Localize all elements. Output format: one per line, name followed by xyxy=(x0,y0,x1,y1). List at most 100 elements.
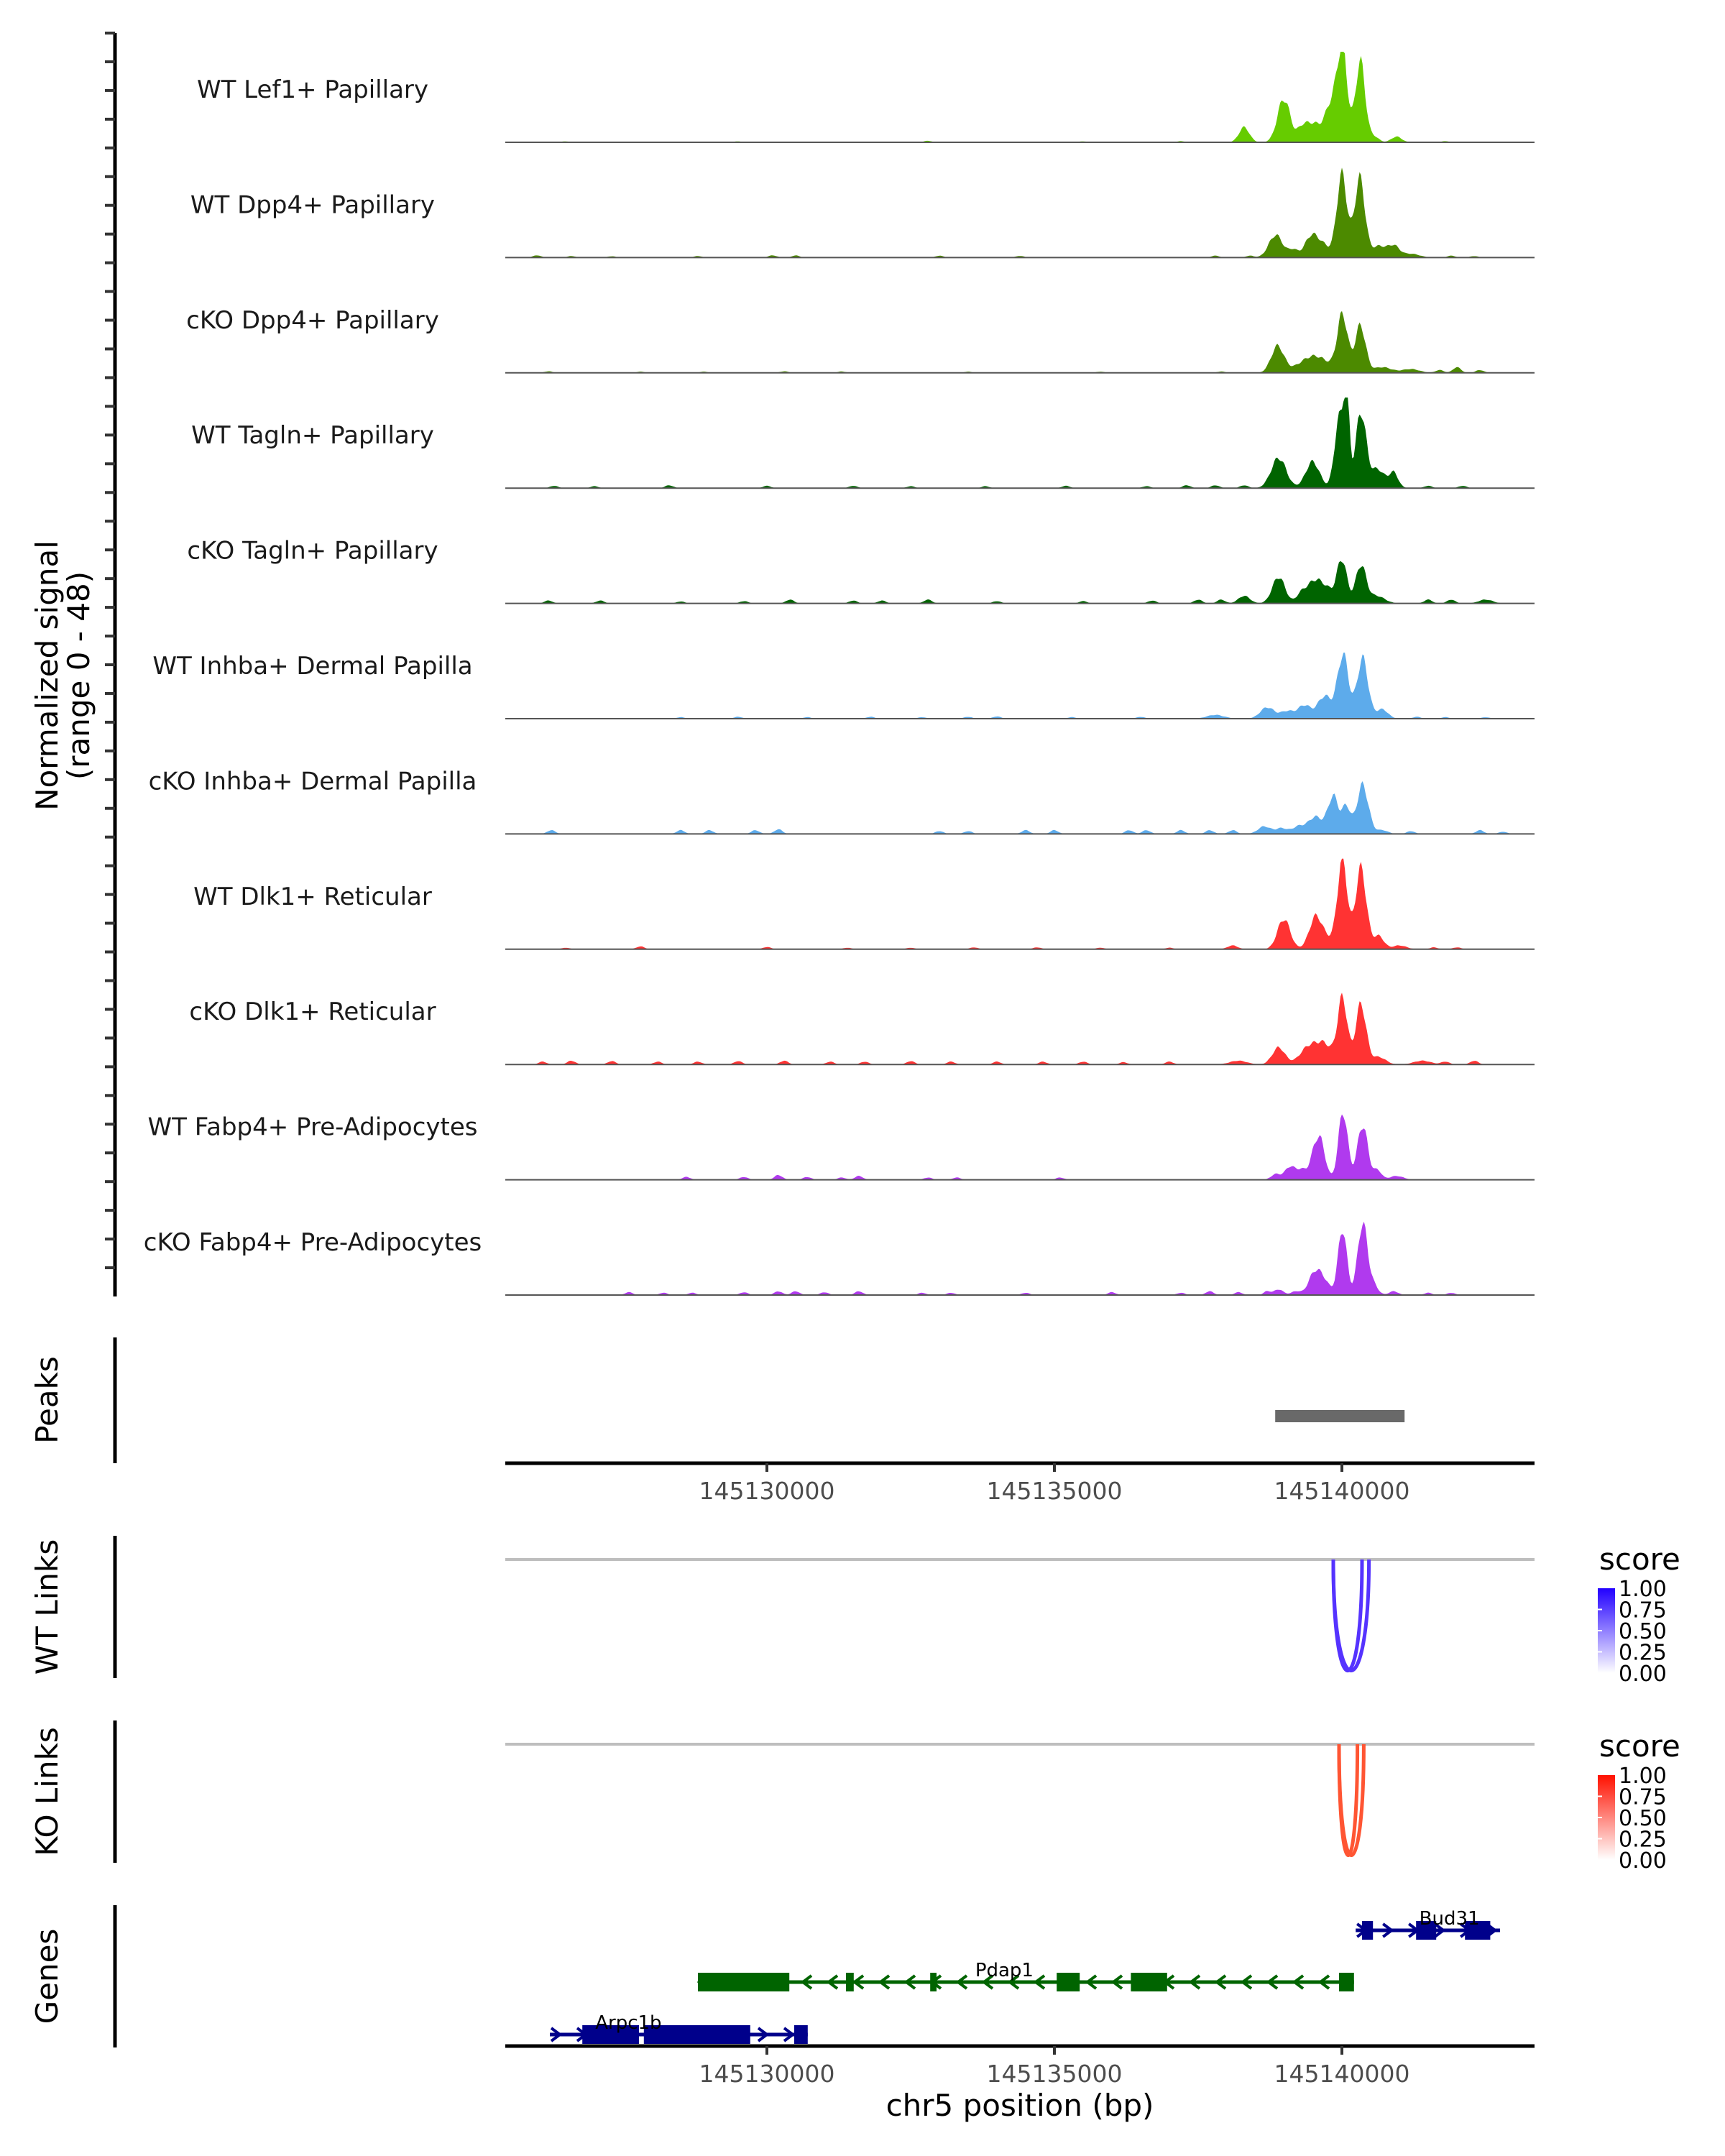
legend-title: score xyxy=(1599,1728,1680,1764)
coverage-area xyxy=(505,858,1535,949)
coverage-track: WT Tagln+ Papillary xyxy=(191,397,1535,489)
gene: Arpc1b xyxy=(550,2012,808,2044)
track-label: WT Lef1+ Papillary xyxy=(197,75,428,104)
strand-arrow-left-icon xyxy=(878,1974,891,1990)
track-label: cKO Dpp4+ Papillary xyxy=(186,306,439,335)
gene-exon xyxy=(1416,1921,1437,1940)
coverage-track: cKO Fabp4+ Pre-Adipocytes xyxy=(144,1221,1535,1296)
strand-arrow-left-icon xyxy=(903,1974,916,1990)
strand-arrow-left-icon xyxy=(800,1974,813,1990)
link-arc xyxy=(1331,1559,1364,1673)
strand-arrow-left-icon xyxy=(1317,1974,1330,1990)
strand-arrow-left-icon xyxy=(1033,1974,1046,1990)
strand-arrow-left-icon xyxy=(981,1974,994,1990)
peak-region xyxy=(1275,1410,1405,1422)
gene-label: Bud31 xyxy=(1420,1908,1480,1930)
strand-arrow-right-icon xyxy=(1382,1922,1394,1938)
track-label: WT Tagln+ Papillary xyxy=(191,421,434,450)
x-tick-label: 145135000 xyxy=(987,1477,1123,1505)
coverage-area xyxy=(505,992,1535,1065)
coverage-track: WT Fabp4+ Pre-Adipocytes xyxy=(148,1113,1535,1181)
legend-tick-label: 0.75 xyxy=(1619,1785,1667,1810)
peaks-track xyxy=(1275,1410,1405,1422)
ko-links-label-group: KO Links xyxy=(29,1727,65,1856)
strand-arrow-left-icon xyxy=(852,1974,865,1990)
link-arc xyxy=(1331,1559,1371,1673)
y-axis-title: Normalized signal xyxy=(29,540,65,811)
legend-tick-label: 1.00 xyxy=(1619,1764,1667,1789)
strand-arrow-left-icon xyxy=(1085,1974,1098,1990)
ko-links-panel-label: KO Links xyxy=(29,1727,65,1856)
x-tick-label: 145130000 xyxy=(699,1477,835,1505)
x-tick-label: 145135000 xyxy=(987,2060,1123,2088)
gene-label: Pdap1 xyxy=(975,1960,1034,1981)
legend-tick-label: 0.75 xyxy=(1619,1598,1667,1623)
gene-exon xyxy=(1131,1973,1167,1991)
gene-exon xyxy=(846,1973,854,1991)
link-arc xyxy=(1337,1743,1366,1858)
coverage-track: WT Lef1+ Papillary xyxy=(197,52,1535,143)
x-tick-label: 145140000 xyxy=(1274,2060,1410,2088)
gene-exon xyxy=(1465,1921,1491,1940)
strand-arrow-left-icon xyxy=(826,1974,839,1990)
coverage-area xyxy=(505,781,1535,834)
strand-arrow-left-icon xyxy=(1240,1974,1253,1990)
gene: Bud31 xyxy=(1356,1908,1500,1940)
wt-links-track xyxy=(505,1558,1535,1673)
wt-links-label-group: WT Links xyxy=(29,1539,65,1674)
legend-tick-label: 0.25 xyxy=(1619,1641,1667,1666)
coverage-area xyxy=(505,167,1535,258)
strand-arrow-left-icon xyxy=(1292,1974,1305,1990)
strand-arrow-right-icon xyxy=(1434,1922,1446,1938)
gene-exon xyxy=(643,2025,750,2044)
peaks-label-group: Peaks xyxy=(29,1356,65,1444)
track-label: cKO Fabp4+ Pre-Adipocytes xyxy=(144,1228,482,1257)
gene-exon xyxy=(582,2025,639,2044)
legend-tick-label: 0.25 xyxy=(1619,1828,1667,1853)
strand-arrow-right-icon xyxy=(550,2027,563,2042)
x-axis-title: chr5 position (bp) xyxy=(886,2088,1154,2123)
coverage-area xyxy=(505,310,1535,373)
coverage-track: WT Inhba+ Dermal Papilla xyxy=(152,652,1535,719)
gene-exon xyxy=(794,2025,808,2044)
gene-exon xyxy=(1057,1973,1080,1991)
track-label: WT Dpp4+ Papillary xyxy=(190,190,435,219)
gene-exon xyxy=(698,1973,790,1991)
x-axis-ticks-top: 145130000 145135000 145140000 xyxy=(699,1463,1410,1505)
legend-tick-label: 0.00 xyxy=(1619,1848,1667,1874)
coverage-area xyxy=(505,561,1535,604)
coverage-area xyxy=(505,52,1535,142)
coverage-tracks: WT Lef1+ Papillary WT Dpp4+ Papillary cKO … xyxy=(144,52,1535,1296)
legend-tick-label: 0.00 xyxy=(1619,1662,1667,1687)
signal-y-ticks xyxy=(105,32,115,1270)
track-label: cKO Dlk1+ Reticular xyxy=(189,998,436,1026)
x-tick-label: 145140000 xyxy=(1274,1477,1410,1505)
strand-arrow-left-icon xyxy=(1007,1974,1020,1990)
score-legends: score1.000.750.500.250.00score1.000.750.… xyxy=(1598,1542,1680,1874)
gene: Pdap1 xyxy=(696,1960,1354,1991)
legend-tick-label: 0.50 xyxy=(1619,1806,1667,1831)
track-label: WT Fabp4+ Pre-Adipocytes xyxy=(148,1113,478,1142)
gene-exon xyxy=(1339,1973,1354,1991)
genes-label-group: Genes xyxy=(29,1929,65,2024)
wt-links-panel-label: WT Links xyxy=(29,1539,65,1674)
strand-arrow-right-icon xyxy=(783,2027,796,2042)
strand-arrow-left-icon xyxy=(1266,1974,1279,1990)
coverage-track: WT Dpp4+ Papillary xyxy=(190,167,1535,259)
x-tick-label: 145130000 xyxy=(699,2060,835,2088)
ko-links-track xyxy=(505,1743,1535,1858)
coverage-area xyxy=(505,653,1535,719)
y-axis-subtitle: (range 0 - 48) xyxy=(61,571,96,780)
coverage-track: cKO Inhba+ Dermal Papilla xyxy=(149,767,1535,835)
track-label: WT Inhba+ Dermal Papilla xyxy=(152,652,472,681)
gene-exon xyxy=(1362,1921,1374,1940)
coverage-area xyxy=(505,1221,1535,1295)
coverage-area xyxy=(505,397,1535,489)
legend-tick-label: 0.50 xyxy=(1619,1619,1667,1644)
legend-title: score xyxy=(1599,1542,1680,1577)
coverage-track: cKO Tagln+ Papillary xyxy=(187,537,1535,604)
coverage-track: cKO Dpp4+ Papillary xyxy=(186,306,1535,374)
strand-arrow-left-icon xyxy=(955,1974,968,1990)
track-label: cKO Inhba+ Dermal Papilla xyxy=(149,767,477,796)
